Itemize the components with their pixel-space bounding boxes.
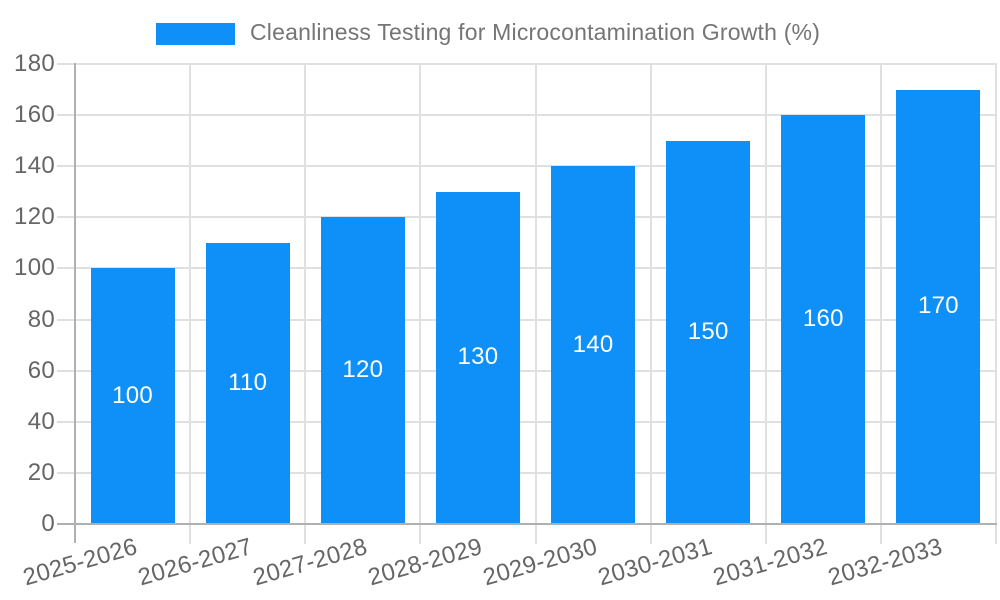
y-axis-tick-label: 120 <box>14 203 55 231</box>
y-axis-tick <box>57 114 75 117</box>
bar-value-label: 130 <box>457 343 499 371</box>
legend-swatch <box>156 22 235 45</box>
bar[interactable] <box>896 89 981 523</box>
y-axis-tick <box>57 267 75 270</box>
y-axis-tick <box>57 471 75 474</box>
legend[interactable]: Cleanliness Testing for Microcontaminati… <box>156 19 820 46</box>
bar-value-label: 110 <box>228 368 268 396</box>
x-axis-tick <box>419 525 422 544</box>
y-axis-tick <box>57 420 75 423</box>
x-gridline <box>879 63 882 524</box>
bar-value-label: 100 <box>112 381 154 409</box>
bar-value-label: 120 <box>342 356 384 384</box>
y-axis-tick-label: 140 <box>14 152 55 180</box>
y-axis-line <box>74 63 76 543</box>
bar[interactable] <box>551 166 636 523</box>
x-axis-baseline <box>57 523 997 525</box>
y-axis-tick <box>57 63 75 65</box>
y-axis-tick-label: 0 <box>41 510 55 537</box>
y-axis-tick-label: 100 <box>14 254 55 282</box>
legend-label: Cleanliness Testing for Microcontaminati… <box>250 19 821 45</box>
x-axis-tick <box>304 525 307 544</box>
y-axis-tick-label: 160 <box>14 101 55 129</box>
x-axis-tick <box>189 525 192 544</box>
y-axis-tick-label: 40 <box>27 407 55 435</box>
bar-value-label: 140 <box>572 330 614 358</box>
y-axis-tick <box>57 369 75 372</box>
bar[interactable] <box>781 115 866 523</box>
x-gridline <box>534 63 537 524</box>
y-axis-tick <box>57 318 75 321</box>
x-axis-tick <box>534 525 537 544</box>
bar-value-label: 160 <box>802 305 844 333</box>
x-gridline <box>304 63 307 524</box>
bar[interactable] <box>666 140 751 523</box>
bar[interactable] <box>90 268 175 523</box>
bar[interactable] <box>320 217 405 523</box>
y-axis-tick-label: 20 <box>27 458 55 486</box>
y-axis-tick <box>57 165 75 168</box>
x-gridline <box>995 63 997 524</box>
x-gridline <box>649 63 652 524</box>
x-axis-tick <box>995 525 997 544</box>
bar[interactable] <box>205 242 290 523</box>
y-axis-tick <box>57 216 75 219</box>
bar[interactable] <box>435 191 520 523</box>
x-gridline <box>419 63 422 524</box>
y-axis-tick-label: 80 <box>27 305 55 333</box>
x-axis-tick <box>764 525 767 544</box>
x-axis-tick <box>649 525 652 544</box>
x-axis-tick <box>879 525 882 544</box>
x-gridline <box>189 63 192 524</box>
bar-value-label: 170 <box>917 292 959 320</box>
bar-value-label: 150 <box>687 317 729 345</box>
x-gridline <box>764 63 767 524</box>
y-axis-tick-label: 180 <box>14 50 55 77</box>
y-axis-tick-label: 60 <box>27 356 55 384</box>
